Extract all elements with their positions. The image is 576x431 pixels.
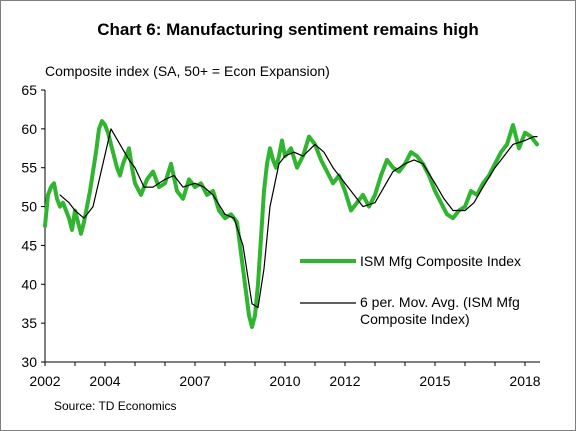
series-ism-composite-line	[43, 119, 539, 329]
y-tick-label: 65	[21, 82, 37, 98]
series-layer	[43, 119, 539, 329]
x-tick-label: 2004	[89, 373, 120, 389]
y-tick-label: 30	[21, 354, 37, 370]
chart-subtitle: Composite index (SA, 50+ = Econ Expansio…	[45, 63, 330, 79]
axes: 30 35 40 45 50 55 60 65 2002 2004 2007 2010 2012 2015…	[21, 82, 540, 389]
chart-source: Source: TD Economics	[54, 399, 177, 413]
x-tick-label: 2015	[419, 373, 450, 389]
legend: ISM Mfg Composite Index 6 per. Mov. Avg. …	[300, 253, 521, 327]
legend-label-moving-average: 6 per. Mov. Avg. (ISM Mfg Composite Index…	[360, 294, 520, 327]
legend-label-ism: ISM Mfg Composite Index	[360, 253, 521, 269]
x-tick-label: 2010	[269, 373, 300, 389]
y-tick-label: 35	[21, 315, 37, 331]
y-tick-label: 60	[21, 121, 37, 137]
y-tick-label: 45	[21, 237, 37, 253]
x-tick-label: 2007	[179, 373, 210, 389]
y-tick-label: 55	[21, 160, 37, 176]
y-tick-label: 40	[21, 276, 37, 292]
x-tick-label: 2018	[509, 373, 540, 389]
chart-title: Chart 6: Manufacturing sentiment remains…	[97, 20, 479, 39]
series-moving-average-line	[59, 128, 538, 309]
y-tick-label: 50	[21, 199, 37, 215]
x-tick-label: 2012	[329, 373, 360, 389]
x-tick-label: 2002	[29, 373, 60, 389]
